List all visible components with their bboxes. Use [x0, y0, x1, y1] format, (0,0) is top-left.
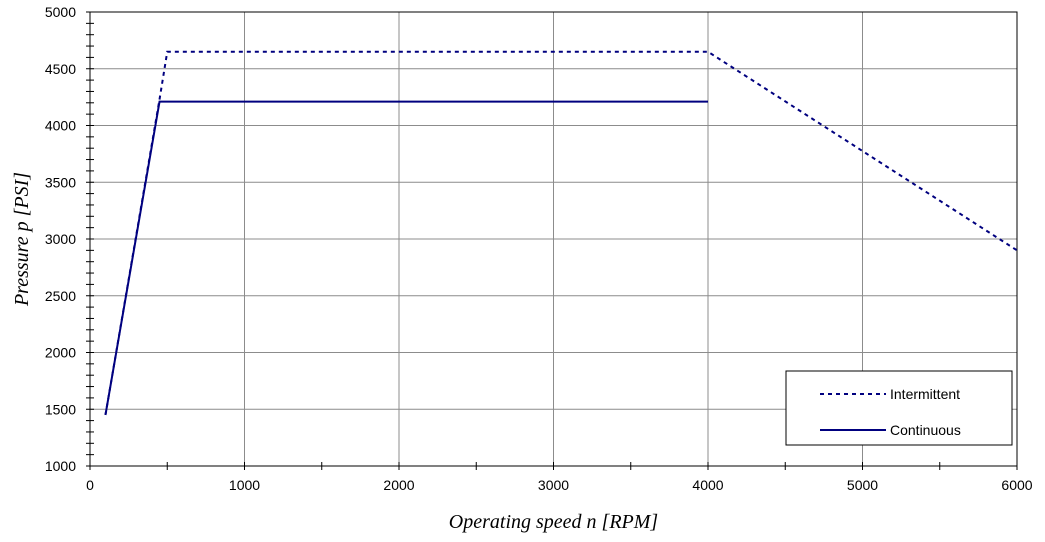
y-tick-label: 1000	[45, 458, 76, 474]
y-tick-label: 5000	[45, 4, 76, 20]
series-line-continuous	[104, 100, 708, 416]
y-tick-label: 2000	[45, 345, 76, 361]
legend: Intermittent Continuous	[785, 370, 1013, 446]
legend-label-intermittent: Intermittent	[890, 386, 960, 402]
x-axis-title: Operating speed n [RPM]	[449, 511, 658, 533]
y-tick-label: 2500	[45, 288, 76, 304]
y-tick-label: 1500	[45, 401, 76, 417]
y-tick-label: 4500	[45, 61, 76, 77]
tick-labels: 0 1000 2000 3000 4000 5000 6000 1000 1500 2000 250…	[45, 4, 1033, 493]
y-tick-label: 3000	[45, 231, 76, 247]
x-tick-label: 6000	[1001, 477, 1032, 493]
minor-ticks	[86, 11, 1018, 470]
grid	[89, 11, 1018, 467]
x-tick-label: 1000	[229, 477, 260, 493]
series-layer	[104, 50, 1018, 416]
x-tick-label: 5000	[847, 477, 878, 493]
x-tick-label: 0	[86, 477, 94, 493]
series-line-intermittent	[104, 50, 1018, 416]
x-tick-label: 3000	[538, 477, 569, 493]
x-tick-label: 4000	[692, 477, 723, 493]
legend-box	[785, 370, 1013, 446]
y-tick-label: 4000	[45, 118, 76, 134]
legend-label-continuous: Continuous	[890, 422, 961, 438]
x-tick-label: 2000	[383, 477, 414, 493]
y-tick-label: 3500	[45, 174, 76, 190]
y-axis-title: Pressure p [PSI]	[11, 172, 33, 307]
